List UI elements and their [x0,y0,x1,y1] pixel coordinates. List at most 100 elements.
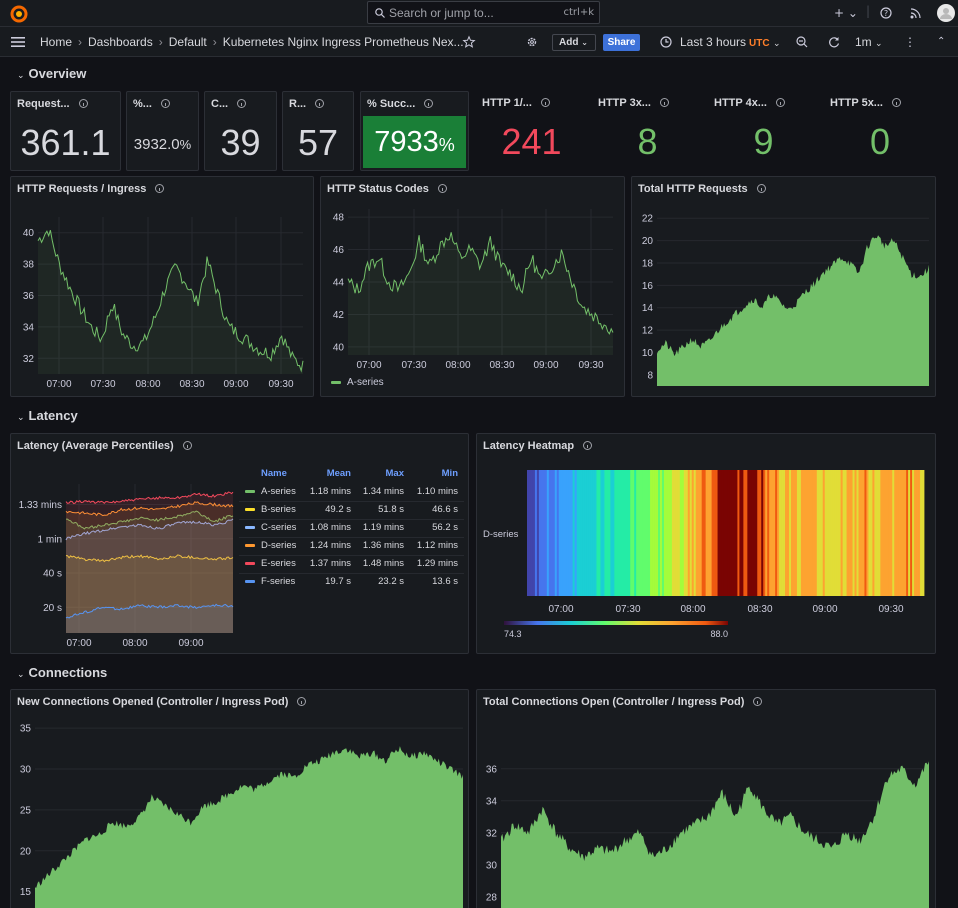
stat-panel[interactable]: HTTP 3x... 8 [592,91,703,171]
legend-row-divider [239,537,464,538]
scrollbar-track[interactable] [948,57,958,908]
breadcrumb-default[interactable]: Default [168,35,207,49]
settings-gear-icon[interactable] [526,36,538,48]
legend-cell-name[interactable]: C-series [261,522,297,533]
x-tick-label: 07:00 [356,360,381,371]
info-icon[interactable] [315,99,325,108]
heatmap-cell [620,470,623,596]
series-line [65,518,234,541]
stat-panel[interactable]: Request... 361.1 [10,91,121,171]
panel-total-connections[interactable]: Total Connections Open (Controller / Ing… [476,689,936,908]
grafana-logo-icon[interactable] [9,4,29,24]
panel-http-requests-ingress[interactable]: HTTP Requests / Ingress 32 34 36 38 40 07:00 0… [10,176,314,397]
info-icon[interactable] [583,441,593,450]
breadcrumb-dashboards[interactable]: Dashboards [88,35,153,49]
legend-cell-name[interactable]: B-series [261,504,296,515]
dashboard-nav-bar: Home › Dashboards › Default › Kubernetes Nginx… [0,27,958,57]
heatmap-cell [618,470,621,596]
legend-header[interactable]: Min [441,468,458,479]
legend-cell-name[interactable]: D-series [261,540,297,551]
heatmap-cell [634,470,637,596]
heatmap-cell [914,470,917,596]
stat-panel[interactable]: HTTP 1/... 241 [476,91,587,171]
stat-title-text: HTTP 1/... [482,97,532,109]
stat-panel[interactable]: %... 3932.0% [126,91,199,171]
stat-panel[interactable]: C... 39 [204,91,277,171]
heatmap-cell [626,470,629,596]
panel-latency-heatmap[interactable]: Latency Heatmap D-series 07:00 07:30 08:00 0… [476,433,936,654]
info-icon[interactable] [659,98,669,107]
info-icon[interactable] [297,697,307,706]
heatmap-cell [735,470,738,596]
info-icon[interactable] [160,99,170,108]
panel-http-status-codes[interactable]: HTTP Status Codes 40 42 44 46 48 07:00 07:30 08… [320,176,625,397]
stat-value-number: 7933 [374,126,439,158]
heatmap-cell [600,470,603,596]
zoom-out-icon[interactable] [796,36,808,48]
stat-panel[interactable]: HTTP 4x... 9 [708,91,819,171]
legend-row-divider [239,519,464,520]
legend-header[interactable]: Mean [326,468,351,479]
panel-latency-average-percentiles[interactable]: Latency (Average Percentiles) 20 s 40 s 1 … [10,433,469,654]
row-latency[interactable]: ⌄ Latency [17,408,78,423]
info-icon[interactable] [756,184,766,193]
info-icon[interactable] [437,184,447,193]
stat-panel[interactable]: R... 57 [282,91,354,171]
legend-header[interactable]: Name [261,468,287,479]
y-tick-label: 40 [23,228,35,239]
info-icon[interactable] [775,98,785,107]
legend-cell-name[interactable]: A-series [261,486,296,497]
heatmap-cell [834,470,838,596]
heatmap-cell [878,470,881,596]
y-tick-label: 32 [486,828,498,839]
collapse-chevron-up-icon[interactable]: ⌃ [937,36,946,47]
x-tick-label: 09:00 [223,379,248,390]
time-range-picker[interactable]: Last 3 hours UTC ⌄ [680,35,781,49]
info-icon[interactable] [753,697,763,706]
heatmap-cell [658,470,661,596]
refresh-interval-picker[interactable]: 1m ⌄ [855,35,883,49]
heatmap-cell [856,470,859,596]
stat-panel[interactable]: HTTP 5x... 0 [824,91,936,171]
row-connections[interactable]: ⌄ Connections [17,665,107,680]
more-vertical-icon[interactable]: ⋮ [904,35,916,49]
heatmap-cell [794,470,798,596]
heatmap-cell [810,470,814,596]
heatmap-cell [751,470,754,596]
legend-cell-name[interactable]: F-series [261,576,296,587]
info-icon[interactable] [424,99,434,108]
info-icon[interactable] [237,99,247,108]
heatmap-cell [592,470,595,596]
star-icon[interactable] [462,35,476,48]
legend-cell-name[interactable]: E-series [261,558,296,569]
panel-total-http-requests[interactable]: Total HTTP Requests 8 10 12 14 16 18 20 22 [631,176,936,397]
svg-text:?: ? [884,9,888,18]
user-avatar-icon[interactable] [937,4,955,22]
top-bar: Search or jump to... ctrl+k + ⌄ | ? [0,0,958,27]
breadcrumb-home[interactable]: Home [40,35,73,49]
share-button[interactable]: Share [603,34,640,51]
y-tick-label: 20 s [43,603,62,614]
heatmap-cell [532,470,536,596]
info-icon[interactable] [891,98,901,107]
stat-value-number: 361.1 [20,122,111,163]
legend-header[interactable]: Max [385,468,404,479]
search-input[interactable]: Search or jump to... ctrl+k [367,1,600,24]
info-icon[interactable] [155,184,165,193]
heatmap-cell [687,470,691,596]
menu-icon[interactable] [11,36,25,48]
info-icon[interactable] [78,99,88,108]
color-scale-bar [504,621,728,625]
row-overview[interactable]: ⌄ Overview [17,66,86,81]
heatmap-cell [916,470,919,596]
stat-value-number: 8 [637,121,658,162]
refresh-icon[interactable] [828,36,840,48]
panel-new-connections[interactable]: New Connections Opened (Controller / Ing… [10,689,469,908]
info-icon[interactable] [182,441,192,450]
new-plus-icon[interactable]: + ⌄ [834,6,858,20]
news-feed-icon[interactable] [910,7,922,19]
stat-panel[interactable]: % Succ... 7933% [360,91,469,171]
help-icon[interactable]: ? [880,7,892,19]
info-icon[interactable] [540,98,550,107]
add-button[interactable]: Add ⌄ [552,34,596,51]
